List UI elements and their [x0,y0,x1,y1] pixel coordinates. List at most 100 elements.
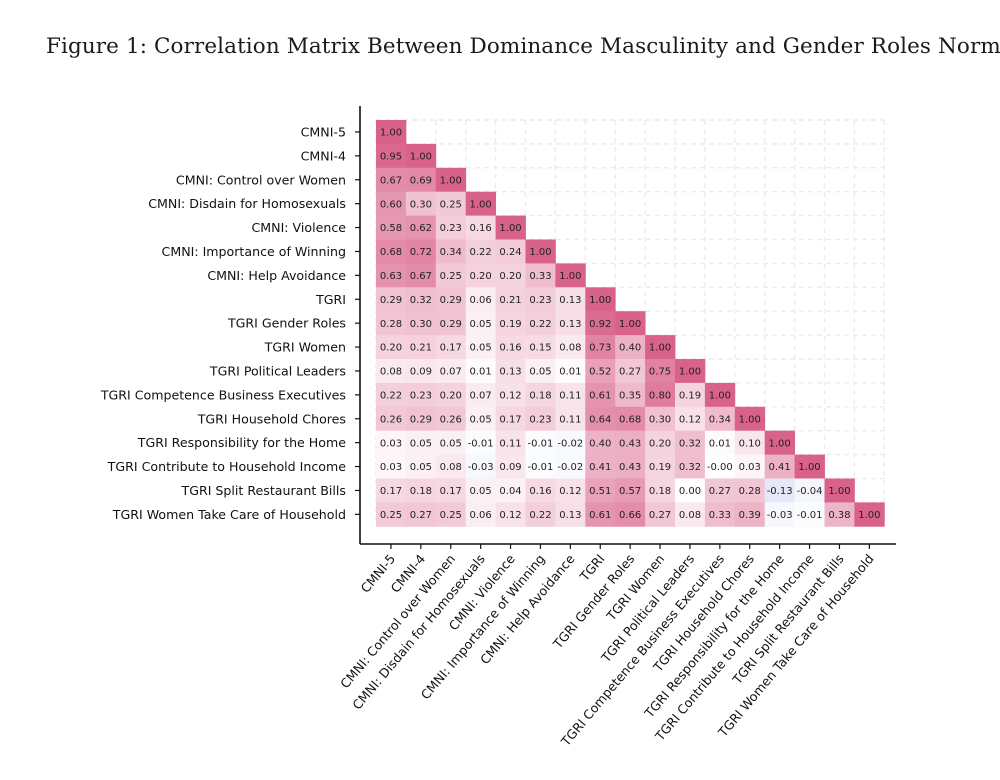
cell-fill [405,287,437,312]
heatmap-cell: 0.63 [376,263,407,288]
heatmap-cell: 0.08 [555,335,586,360]
cell-fill [675,406,706,432]
cell-fill [734,406,766,432]
cell-fill [376,454,407,479]
cell-value-label: 0.06 [470,295,492,306]
cell-fill [465,382,496,408]
heatmap-cell: 0.75 [645,359,676,384]
y-tick-label: TGRI [315,292,346,307]
heatmap-cell: 0.19 [675,382,706,408]
cell-fill [645,406,676,432]
heatmap-cell: 0.16 [495,335,526,360]
cell-fill [585,430,616,455]
heatmap-cell: 0.20 [645,430,676,455]
heatmap-cell: 0.67 [405,263,437,288]
cell-value-label: 0.04 [499,486,521,497]
cell-value-label: 0.20 [380,343,402,354]
cell-fill [376,311,407,336]
cell-value-label: 0.27 [709,486,731,497]
cell-fill [555,382,586,408]
heatmap-cell: 0.04 [495,478,526,503]
cell-fill [555,430,586,455]
cell-fill [585,311,616,336]
cell-fill [465,478,496,503]
cell-value-label: 0.62 [410,223,432,234]
cell-fill [435,454,467,479]
heatmap-cell: 0.03 [376,430,407,455]
cell-fill [495,215,526,240]
heatmap-cell: 0.22 [465,239,496,264]
cell-fill [376,263,407,288]
cell-fill [435,239,467,264]
cell-fill [615,478,646,503]
cell-value-label: 0.18 [529,390,551,401]
cell-value-label: 0.67 [410,271,432,282]
cell-fill [525,454,556,479]
cell-value-label: 0.10 [739,438,761,449]
cell-fill [704,454,736,479]
cell-value-label: 0.16 [529,486,551,497]
cell-fill [585,335,616,360]
cell-fill [555,263,586,288]
cell-value-label: 0.05 [470,343,492,354]
cell-fill [615,359,646,384]
cell-value-label: 0.43 [619,438,641,449]
heatmap-cell: 0.52 [585,359,616,384]
cell-fill [405,478,437,503]
cell-fill [525,263,556,288]
cell-value-label: 0.28 [739,486,761,497]
cell-fill [495,311,526,336]
cell-fill [376,239,407,264]
cell-fill [376,215,407,240]
cell-value-label: 0.08 [380,367,402,378]
heatmap-cell: 0.43 [615,430,646,455]
cell-value-label: 0.52 [589,367,611,378]
cell-value-label: 0.11 [559,390,581,401]
cell-fill [495,287,526,312]
cell-fill [734,430,766,455]
heatmap-cell: 1.00 [405,143,437,169]
cell-value-label: 0.17 [499,414,521,425]
cell-fill [405,454,437,479]
heatmap-cell: 0.17 [495,406,526,432]
cell-fill [435,406,467,432]
cell-fill [824,478,855,503]
cell-value-label: 0.20 [649,438,671,449]
heatmap-cell: 0.08 [435,454,467,479]
cell-fill [555,359,586,384]
cell-value-label: 0.68 [380,247,402,258]
cell-value-label: -0.04 [797,486,823,497]
cell-fill [465,263,496,288]
cell-fill [465,430,496,455]
heatmap-cell: 0.19 [495,311,526,336]
cell-fill [734,478,766,503]
cell-fill [405,335,437,360]
cell-value-label: 0.34 [440,247,462,258]
cell-value-label: 1.00 [649,343,671,354]
cell-fill [495,239,526,264]
cell-value-label: 0.07 [440,367,462,378]
heatmap-cell: 0.34 [435,239,467,264]
heatmap-cell: 1.00 [854,502,885,527]
heatmap-cell: 1.00 [495,215,526,240]
heatmap-cell: 0.01 [555,359,586,384]
cell-value-label: 0.80 [649,390,671,401]
cell-value-label: 0.05 [529,367,551,378]
cell-value-label: 0.08 [679,510,701,521]
cell-value-label: -0.00 [707,462,733,473]
heatmap-cell: 0.27 [405,502,437,527]
cell-value-label: 0.17 [440,343,462,354]
cell-value-label: 0.03 [380,462,402,473]
cell-value-label: 0.16 [470,223,492,234]
cell-fill [465,215,496,240]
cell-fill [675,382,706,408]
cell-fill [495,382,526,408]
cell-value-label: 1.00 [769,438,791,449]
heatmap-cell: 0.07 [465,382,496,408]
heatmap-cell: 0.01 [704,430,736,455]
cell-fill [675,478,706,503]
heatmap-cell: 0.43 [615,454,646,479]
heatmap-cell: 0.68 [615,406,646,432]
cell-value-label: 0.27 [619,367,641,378]
cell-value-label: 0.23 [410,390,432,401]
